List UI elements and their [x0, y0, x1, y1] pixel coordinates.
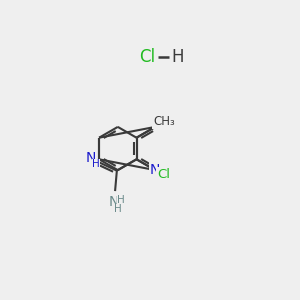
Text: H: H: [92, 159, 100, 169]
Text: H: H: [117, 195, 124, 205]
Text: H: H: [114, 204, 122, 214]
Text: Cl: Cl: [157, 168, 170, 182]
Text: Cl: Cl: [140, 48, 156, 66]
Text: H: H: [171, 48, 184, 66]
Text: N: N: [109, 195, 119, 209]
Text: N: N: [150, 163, 160, 177]
Text: N: N: [85, 152, 96, 165]
Text: CH₃: CH₃: [153, 116, 175, 128]
